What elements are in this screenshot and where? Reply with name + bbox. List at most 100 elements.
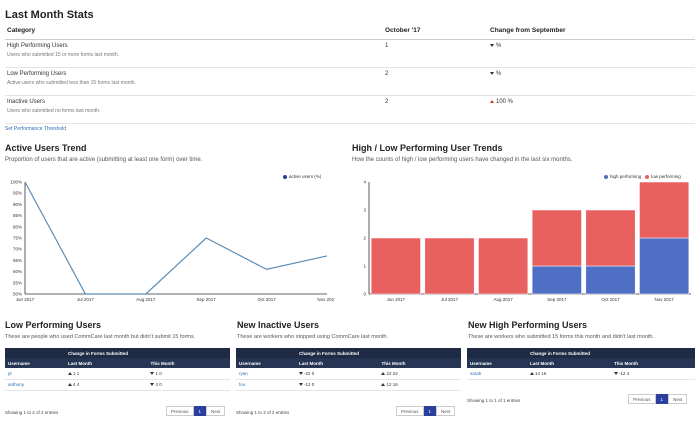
active-trend-title: Active Users Trend xyxy=(5,143,87,153)
previous-button[interactable]: Previous xyxy=(396,406,424,416)
entries-count: Showing 1 to 2 of 2 entries xyxy=(236,410,290,415)
y-tick-label: 100% xyxy=(10,180,22,185)
category-label: Inactive Users xyxy=(7,99,46,105)
high-users-table: Change in Forms Submitted Username Last … xyxy=(467,348,695,380)
last-month-total: 4 xyxy=(76,382,80,387)
stats-title: Last Month Stats xyxy=(5,9,94,21)
col-username[interactable]: Username xyxy=(236,358,296,368)
high-users-desc: These are workers who submitted 15 forms… xyxy=(468,334,654,340)
next-button[interactable]: Next xyxy=(668,394,688,404)
last-month-change: - xyxy=(304,370,306,376)
col-this-month[interactable]: This Month xyxy=(610,358,695,368)
category-description: Users who submitted 15 or more forms las… xyxy=(7,52,119,58)
col-username[interactable]: Username xyxy=(467,358,527,368)
previous-button[interactable]: Previous xyxy=(166,406,194,416)
group-header: Change in Forms Submitted xyxy=(527,348,695,358)
x-tick-label: Oct 2017 xyxy=(257,297,276,302)
bar-segment xyxy=(639,237,690,295)
active-legend: active users (%) xyxy=(283,174,321,179)
legend-high-label: high performing xyxy=(610,174,642,179)
bar-segment xyxy=(585,209,636,267)
col-last-month[interactable]: Last Month xyxy=(296,358,379,368)
y-tick-label: 55% xyxy=(13,280,22,285)
username-link[interactable]: pl xyxy=(5,368,65,380)
arrow-down-icon xyxy=(490,43,494,47)
username-link[interactable]: sarah xyxy=(467,368,527,380)
group-header: Change in Forms Submitted xyxy=(65,348,230,358)
arrow-up-icon xyxy=(68,371,72,375)
arrow-up-icon xyxy=(381,371,386,375)
x-tick-label: Sep 2017 xyxy=(547,297,567,302)
this-month-value: 22 xyxy=(392,370,398,376)
this-month-value: 0 xyxy=(159,370,162,376)
legend-dot-icon xyxy=(645,174,650,179)
bar-segment xyxy=(639,181,690,239)
stats-row-low: Low Performing Users Active users who sub… xyxy=(5,67,695,96)
x-tick-label: Nov 2017 xyxy=(317,297,335,302)
username-link[interactable]: ryan xyxy=(236,368,296,380)
y-tick-label: 85% xyxy=(13,213,22,218)
y-tick-label: 65% xyxy=(13,258,22,263)
set-threshold-link[interactable]: Set Performance Threshold xyxy=(5,126,67,132)
username-link[interactable]: anthony xyxy=(5,379,65,391)
high-pagination: Previous 1 Next xyxy=(628,394,688,404)
bar-segment xyxy=(424,237,475,295)
low-pagination: Previous 1 Next xyxy=(166,406,226,416)
x-tick-label: Jun 2017 xyxy=(16,297,35,302)
col-this-month[interactable]: This Month xyxy=(378,358,461,368)
entries-count: Showing 1 to 2 of 2 entries xyxy=(5,410,59,415)
performance-trend-title: High / Low Performing User Trends xyxy=(352,143,503,153)
col-last-month[interactable]: Last Month xyxy=(65,358,148,368)
table-row: sarah 14 15 -12 4 xyxy=(467,368,695,380)
last-month-change-value: 22 xyxy=(305,370,311,376)
category-label: Low Performing Users xyxy=(7,71,67,77)
x-tick-label: Oct 2017 xyxy=(601,297,620,302)
change-value: 100 % xyxy=(496,99,514,105)
entries-count: Showing 1 to 1 of 1 entries xyxy=(467,398,521,403)
group-header: Change in Forms Submitted xyxy=(296,348,461,358)
last-month-value: 0 xyxy=(311,382,315,387)
col-username[interactable]: Username xyxy=(5,358,65,368)
x-tick-label: Jul 2017 xyxy=(441,297,459,302)
bar-segment xyxy=(585,265,636,295)
category-label: High Performing Users xyxy=(7,43,68,49)
last-month-change-value: 12 xyxy=(305,382,311,387)
header-october: October '17 xyxy=(383,24,488,40)
last-month-change: 14 xyxy=(535,370,541,376)
x-tick-label: Aug 2017 xyxy=(136,297,156,302)
legend-dot-icon xyxy=(283,174,287,179)
stat-value: 2 xyxy=(383,95,488,124)
y-tick-label: 50% xyxy=(13,292,22,297)
col-last-month[interactable]: Last Month xyxy=(527,358,611,368)
change-value: % xyxy=(496,71,502,77)
page-1-button[interactable]: 1 xyxy=(423,406,437,416)
next-button[interactable]: Next xyxy=(206,406,226,416)
arrow-down-icon xyxy=(150,371,155,375)
last-month-total: 1 xyxy=(76,370,80,376)
stats-row-high: High Performing Users Users who submitted… xyxy=(5,39,695,68)
y-tick-label: 4 xyxy=(363,180,366,185)
next-button[interactable]: Next xyxy=(436,406,456,416)
y-tick-label: 90% xyxy=(13,202,22,207)
y-tick-label: 70% xyxy=(13,247,22,252)
x-tick-label: Jul 2017 xyxy=(77,297,95,302)
category-description: Active users who submitted less than 15 … xyxy=(7,80,136,86)
page-1-button[interactable]: 1 xyxy=(193,406,207,416)
inactive-users-title: New Inactive Users xyxy=(237,320,320,330)
change-value: % xyxy=(496,43,502,49)
inactive-users-table: Change in Forms Submitted Username Last … xyxy=(236,348,461,391)
previous-button[interactable]: Previous xyxy=(628,394,656,404)
page-1-button[interactable]: 1 xyxy=(655,394,669,404)
stat-value: 2 xyxy=(383,67,488,96)
col-this-month[interactable]: This Month xyxy=(147,358,230,368)
stats-table: Category October '17 Change from Septemb… xyxy=(5,24,695,124)
y-tick-label: 80% xyxy=(13,224,22,229)
low-users-title: Low Performing Users xyxy=(5,320,102,330)
this-month-sign: - xyxy=(618,370,621,376)
this-month-value: 0 xyxy=(159,382,162,387)
this-month-change: 12 xyxy=(386,382,392,387)
this-month-value: 4 xyxy=(626,370,630,376)
username-link[interactable]: foo xyxy=(236,379,296,391)
y-tick-label: 3 xyxy=(363,208,366,213)
last-month-value: 1 xyxy=(73,370,76,376)
